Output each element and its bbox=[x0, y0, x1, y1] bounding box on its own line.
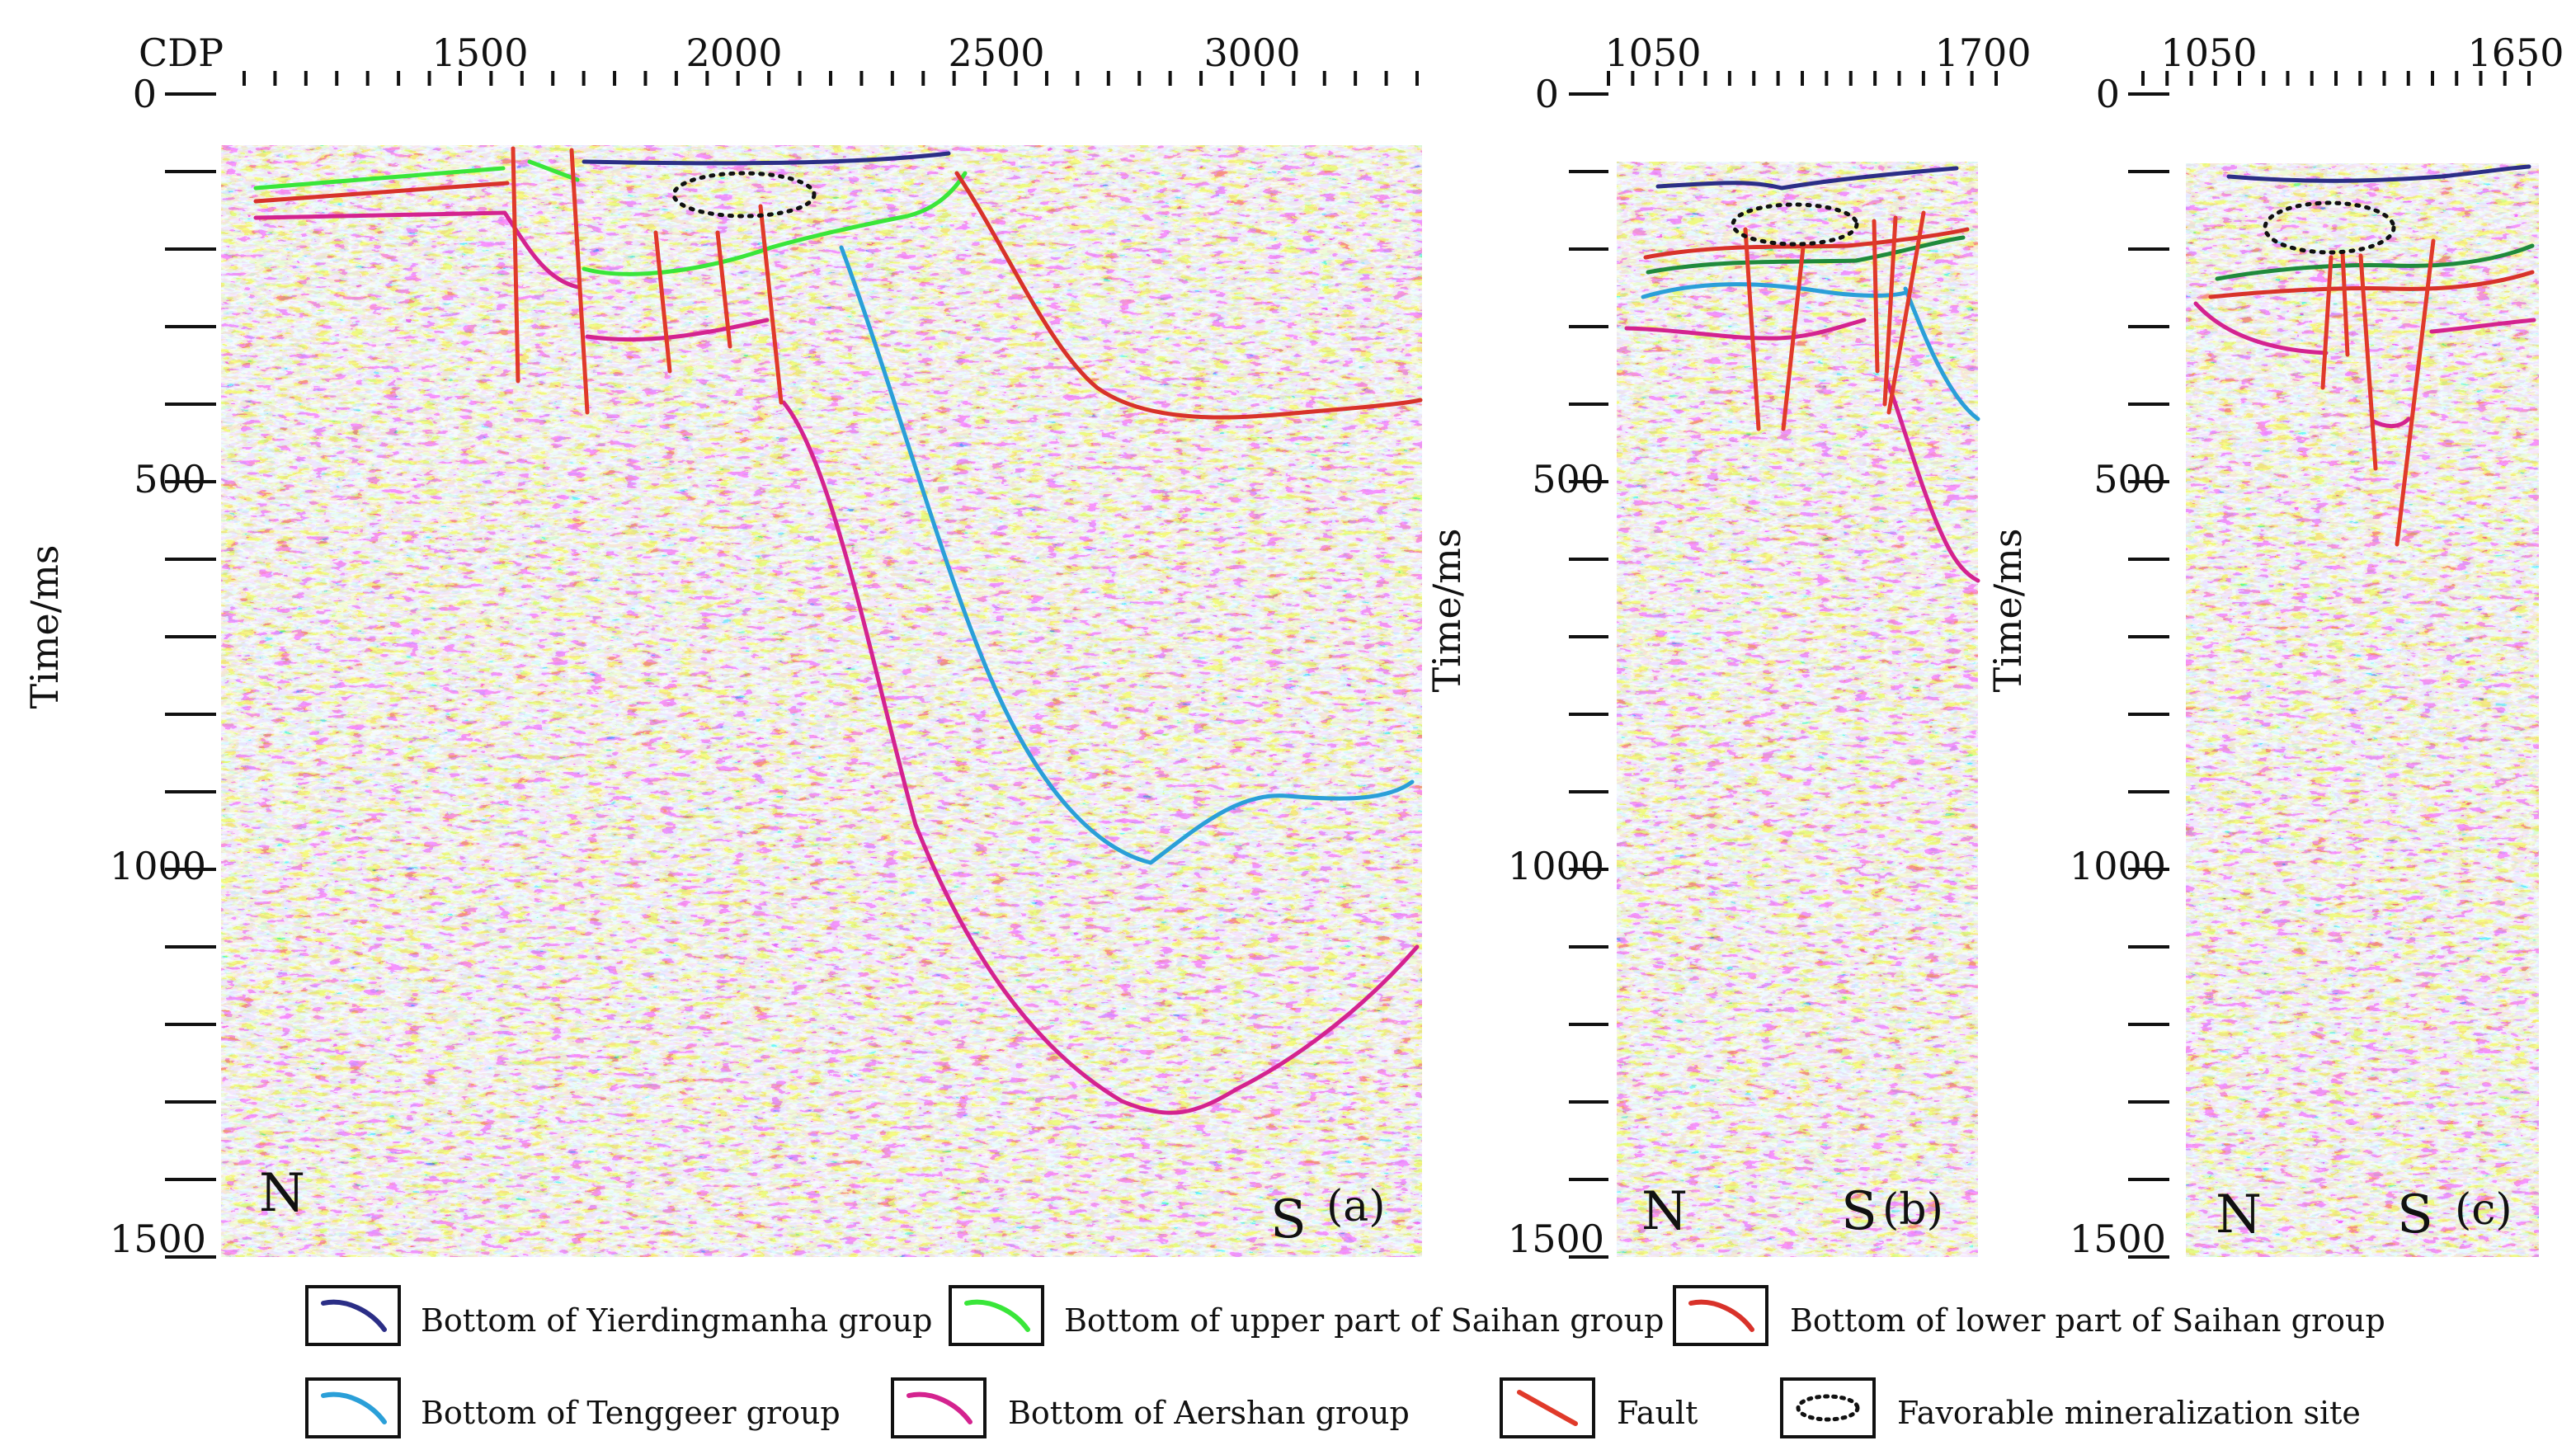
time-tick-label: 500 bbox=[2093, 457, 2166, 501]
cdp-tick-label: 2000 bbox=[685, 31, 782, 75]
legend-label: Bottom of lower part of Saihan group bbox=[1790, 1302, 2385, 1339]
horizon-tenggeer-a bbox=[839, 245, 1415, 865]
time-tick-label: 0 bbox=[133, 72, 157, 116]
fault bbox=[1886, 210, 1926, 415]
panel-tag: (a) bbox=[1326, 1182, 1386, 1231]
horizon-lower-saihan-b bbox=[1643, 227, 1970, 260]
legend-item-upper-saihan: Bottom of upper part of Saihan group bbox=[949, 1285, 1664, 1346]
time-axis-label: Time/ms bbox=[22, 545, 67, 709]
fault bbox=[2320, 255, 2333, 390]
fault bbox=[2395, 238, 2436, 547]
cdp-tick-label: 3000 bbox=[1203, 31, 1300, 75]
legend-item-tenggeer: Bottom of Tenggeer group bbox=[305, 1377, 841, 1438]
mineralization-site-b bbox=[1731, 202, 1859, 247]
faults-b bbox=[1743, 210, 1926, 431]
time-tick-label: 500 bbox=[1532, 457, 1604, 501]
horizons-c bbox=[2193, 164, 2536, 428]
fault bbox=[1781, 245, 1806, 431]
cdp-tick-label: 1500 bbox=[431, 31, 528, 75]
horizon-yierdingmanha-c bbox=[2226, 164, 2531, 183]
legend-label: Bottom of upper part of Saihan group bbox=[1064, 1302, 1664, 1339]
time-tick-label: 0 bbox=[2096, 72, 2120, 116]
horizon-yierdingmanha-b bbox=[1655, 166, 1959, 191]
time-tick-label: 1500 bbox=[2070, 1217, 2166, 1261]
dotted-ellipse-icon bbox=[1796, 1394, 1860, 1422]
cdp-tick-label: 1050 bbox=[1604, 31, 1701, 75]
panel-a: CDP 1500 2000 2500 3000 0 500 1000 1500 … bbox=[22, 31, 1423, 1261]
time-axis-a: 0 500 1000 1500 Time/ms bbox=[22, 72, 216, 1261]
panel-tag: (b) bbox=[1882, 1185, 1943, 1235]
cdp-axis-label: CDP bbox=[139, 31, 224, 75]
panel-b: 1050 1700 0 500 1000 1500 Time/ms N S (b… bbox=[1425, 31, 2032, 1261]
south-label: S bbox=[1270, 1189, 1307, 1250]
time-tick-label: 1500 bbox=[110, 1217, 206, 1261]
horizon-aershan-a bbox=[253, 210, 1420, 1115]
cdp-tick-label: 1050 bbox=[2160, 31, 2257, 75]
panel-c: 1050 1650 0 500 1000 1500 Time/ms N S (c… bbox=[1985, 31, 2564, 1261]
horizon-lower-saihan-c bbox=[2208, 270, 2535, 299]
faults-c bbox=[2320, 238, 2436, 547]
fault bbox=[758, 204, 784, 405]
fault bbox=[569, 148, 590, 415]
cdp-axis-b: 1050 1700 bbox=[1604, 31, 2032, 86]
horizon-upper-saihan-c bbox=[2215, 243, 2535, 281]
north-label: N bbox=[259, 1163, 305, 1224]
time-tick-label: 0 bbox=[1535, 72, 1559, 116]
time-axis-c: 0 500 1000 1500 Time/ms bbox=[1985, 72, 2169, 1261]
horizons-b bbox=[1624, 166, 1980, 583]
seismic-section-c bbox=[2186, 163, 2539, 1257]
seismic-section-a bbox=[221, 145, 1422, 1257]
cdp-axis-a: CDP 1500 2000 2500 3000 bbox=[139, 31, 1419, 86]
fault bbox=[715, 230, 732, 349]
time-tick-label: 1000 bbox=[2070, 844, 2166, 888]
time-tick-label: 500 bbox=[134, 457, 206, 501]
horizon-tenggeer-b bbox=[1641, 282, 1980, 421]
fault bbox=[1882, 215, 1898, 407]
cdp-tick-label: 1650 bbox=[2467, 31, 2564, 75]
south-label: S bbox=[1841, 1181, 1877, 1242]
time-axis-label: Time/ms bbox=[1425, 529, 1469, 693]
time-axis-b: 0 500 1000 1500 Time/ms bbox=[1425, 72, 1608, 1261]
horizon-upper-saihan-b bbox=[1646, 235, 1966, 275]
horizon-aershan-b bbox=[1624, 318, 1980, 583]
legend-label: Fault bbox=[1617, 1395, 1698, 1431]
north-label: N bbox=[1641, 1181, 1688, 1242]
time-axis-label: Time/ms bbox=[1985, 529, 2030, 693]
legend-item-aershan: Bottom of Aershan group bbox=[891, 1377, 1410, 1438]
legend-item-fault: Fault bbox=[1500, 1377, 1698, 1438]
south-label: S bbox=[2397, 1184, 2433, 1245]
legend-label: Bottom of Tenggeer group bbox=[421, 1395, 841, 1431]
legend-label: Bottom of Yierdingmanha group bbox=[421, 1302, 932, 1339]
legend: Bottom of Yierdingmanha group Bottom of … bbox=[305, 1285, 2385, 1438]
legend-label: Favorable mineralization site bbox=[1897, 1395, 2361, 1431]
legend-item-lower-saihan: Bottom of lower part of Saihan group bbox=[1673, 1285, 2385, 1346]
mineralization-site-a bbox=[671, 171, 817, 219]
horizons-a bbox=[253, 151, 1423, 1115]
time-tick-label: 1500 bbox=[1508, 1217, 1604, 1261]
legend-item-mineralization: Favorable mineralization site bbox=[1780, 1377, 2361, 1438]
time-tick-label: 1000 bbox=[110, 844, 206, 888]
mineralization-site-c bbox=[2263, 200, 2396, 255]
horizon-upper-saihan-a bbox=[253, 159, 968, 276]
seismic-section-b bbox=[1617, 162, 1978, 1257]
fault bbox=[1872, 219, 1880, 374]
fault bbox=[653, 230, 672, 374]
fault bbox=[511, 146, 520, 384]
legend-label: Bottom of Aershan group bbox=[1008, 1395, 1410, 1431]
fault bbox=[1743, 227, 1761, 431]
cdp-tick-label: 1700 bbox=[1934, 31, 2031, 75]
horizon-lower-saihan-a bbox=[253, 171, 1423, 420]
north-label: N bbox=[2216, 1184, 2262, 1245]
horizon-yierdingmanha-a bbox=[582, 151, 951, 166]
cdp-axis-c: 1050 1650 bbox=[2141, 31, 2564, 86]
horizon-aershan-c bbox=[2193, 301, 2536, 428]
legend-item-yierdingmanha: Bottom of Yierdingmanha group bbox=[305, 1285, 932, 1346]
cdp-tick-label: 2500 bbox=[948, 31, 1044, 75]
fault bbox=[2340, 250, 2350, 357]
fault bbox=[2358, 253, 2378, 471]
faults-a bbox=[511, 146, 784, 415]
panel-tag: (c) bbox=[2455, 1185, 2512, 1235]
time-tick-label: 1000 bbox=[1508, 844, 1604, 888]
